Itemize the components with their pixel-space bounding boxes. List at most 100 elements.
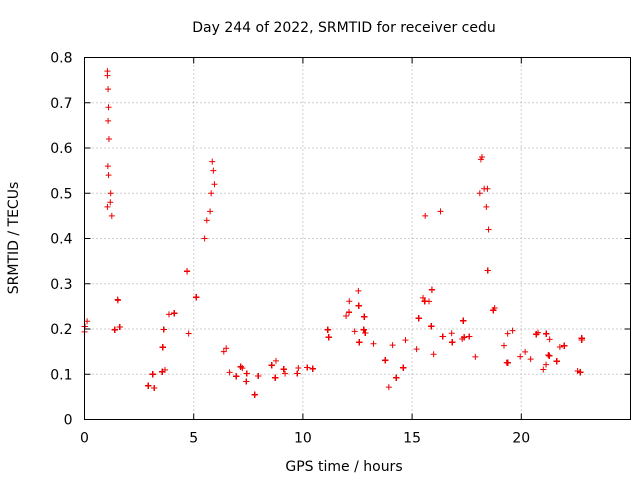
- data-point: [295, 365, 302, 372]
- data-point: [184, 268, 191, 275]
- data-point: [546, 336, 553, 343]
- y-tick-label: 0.3: [50, 277, 72, 293]
- data-point: [472, 353, 479, 360]
- y-tick-label: 0.4: [50, 232, 72, 248]
- data-point: [461, 334, 468, 341]
- data-point: [280, 366, 287, 373]
- data-point: [201, 235, 208, 242]
- data-point: [501, 342, 508, 349]
- data-point: [402, 337, 409, 344]
- data-point: [171, 310, 178, 317]
- data-point: [484, 267, 491, 274]
- data-point: [428, 286, 435, 293]
- data-point: [145, 382, 152, 389]
- data-point: [151, 384, 158, 391]
- data-point: [243, 370, 250, 377]
- data-point: [439, 333, 446, 340]
- data-point: [203, 217, 210, 224]
- data-point: [422, 212, 429, 219]
- data-point: [421, 298, 428, 305]
- data-point: [273, 357, 280, 364]
- data-point: [517, 353, 524, 360]
- data-point: [483, 203, 490, 210]
- data-point: [466, 333, 473, 340]
- data-point: [504, 330, 511, 337]
- data-point: [114, 296, 121, 303]
- data-point: [543, 330, 550, 337]
- data-points: [81, 68, 585, 398]
- data-point: [448, 330, 455, 337]
- data-point: [484, 185, 491, 192]
- data-point: [104, 203, 111, 210]
- data-point: [346, 309, 353, 316]
- data-point: [355, 302, 362, 309]
- data-point: [574, 367, 581, 374]
- data-point: [149, 371, 156, 378]
- data-point: [393, 374, 400, 381]
- data-point: [556, 344, 563, 351]
- y-tick-labels: 0 0.1 0.2 0.3 0.4 0.5 0.6 0.7 0.8: [50, 51, 72, 429]
- data-point: [389, 342, 396, 349]
- data-point: [543, 361, 550, 368]
- y-tick-label: 0.2: [50, 322, 72, 338]
- x-tick-label: 0: [80, 431, 89, 447]
- data-point: [477, 156, 484, 163]
- data-point: [351, 328, 358, 335]
- data-point: [546, 352, 553, 359]
- data-point: [105, 117, 112, 124]
- data-point: [165, 311, 172, 318]
- data-point: [309, 365, 316, 372]
- data-point: [527, 356, 534, 363]
- data-point: [208, 190, 215, 197]
- data-point: [159, 368, 166, 375]
- data-point: [430, 351, 437, 358]
- data-point: [460, 317, 467, 324]
- data-point: [209, 158, 216, 165]
- data-point: [522, 348, 529, 355]
- data-point: [355, 287, 362, 294]
- x-tick-labels: 0 5 10 15 20: [80, 431, 530, 447]
- data-point: [105, 104, 112, 111]
- y-tick-label: 0: [64, 413, 73, 429]
- y-tick-label: 0.1: [50, 367, 72, 383]
- data-point: [578, 335, 585, 342]
- data-point: [207, 208, 214, 215]
- data-point: [111, 326, 118, 333]
- data-point: [105, 86, 112, 93]
- data-point: [237, 363, 244, 370]
- data-point: [577, 369, 584, 376]
- data-point: [84, 318, 91, 325]
- grid-lines: [84, 57, 631, 420]
- chart-title: Day 244 of 2022, SRMTID for receiver ced…: [192, 20, 495, 36]
- data-point: [545, 351, 552, 358]
- x-axis-title: GPS time / hours: [285, 459, 402, 475]
- data-point: [223, 345, 230, 352]
- data-point: [104, 163, 111, 170]
- data-point: [362, 329, 369, 336]
- x-tick-label: 10: [294, 431, 312, 447]
- data-point: [504, 359, 511, 366]
- data-point: [420, 294, 427, 301]
- data-point: [437, 208, 444, 215]
- data-point: [282, 370, 289, 377]
- data-point: [268, 362, 275, 369]
- data-point: [540, 366, 547, 373]
- data-point: [385, 384, 392, 391]
- data-point: [193, 294, 200, 301]
- data-point: [105, 172, 112, 179]
- data-point: [185, 330, 192, 337]
- data-point: [343, 312, 350, 319]
- data-point: [243, 378, 250, 385]
- data-point: [294, 370, 301, 377]
- data-point: [553, 358, 560, 365]
- data-point: [370, 340, 377, 347]
- data-point: [104, 72, 111, 79]
- data-point: [382, 357, 389, 364]
- data-point: [251, 391, 258, 398]
- data-point: [533, 331, 540, 338]
- data-point: [160, 326, 167, 333]
- data-point: [226, 369, 233, 376]
- y-tick-label: 0.5: [50, 186, 72, 202]
- data-point: [105, 135, 112, 142]
